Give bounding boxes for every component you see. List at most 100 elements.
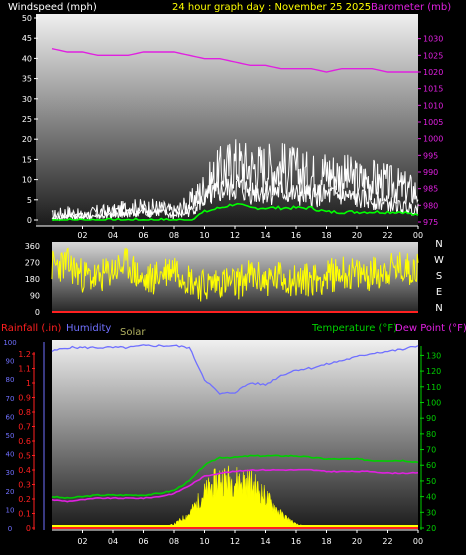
barometer-series <box>51 48 418 73</box>
rain-tick-label: 0.9 <box>18 394 31 403</box>
temp-tick-label: 100 <box>426 398 441 407</box>
gust-series <box>51 139 419 221</box>
x-tick-label: 08 <box>169 231 179 240</box>
rain-tick-label: 0.7 <box>18 423 31 432</box>
temperature-series <box>51 454 419 500</box>
wind-tick-label: 30 <box>22 95 32 104</box>
temp-tick-label: 70 <box>426 446 436 455</box>
chart-marks: 0510152025303540455097598098599099510001… <box>3 14 444 546</box>
temp-tick-label: 20 <box>426 524 436 533</box>
direction-tick-label: 270 <box>25 259 40 268</box>
wind-tick-label: 50 <box>22 14 32 23</box>
humidity-tick-label: 50 <box>6 432 15 440</box>
humidity-tick-label: 90 <box>6 358 15 366</box>
rain-tick-label: 1.2 <box>18 350 31 359</box>
barometer-tick-label: 975 <box>423 218 438 227</box>
rain-tick-label: 0.4 <box>18 466 31 475</box>
barometer-label: Barometer (mb) <box>371 2 451 13</box>
compass-label: W <box>434 255 444 266</box>
x-tick-label: 04 <box>108 231 118 240</box>
x-tick-label: 20 <box>352 231 362 240</box>
direction-panel <box>52 242 418 312</box>
wind-tick-label: 35 <box>22 75 32 84</box>
x-tick-label: 22 <box>382 231 392 240</box>
rainfall-label: Rainfall (.in) <box>1 323 62 334</box>
x-tick-label: 12 <box>230 537 240 546</box>
temp-tick-label: 120 <box>426 367 441 376</box>
rain-tick-label: 0.1 <box>18 510 31 519</box>
x-tick-label: 22 <box>382 537 392 546</box>
wind-tick-label: 25 <box>22 115 32 124</box>
compass-label: E <box>436 287 442 298</box>
x-tick-label: 06 <box>138 231 148 240</box>
x-tick-label: 12 <box>230 231 240 240</box>
wind-tick-label: 20 <box>22 135 32 144</box>
dewpoint-label: Dew Point (°F) <box>395 323 466 334</box>
wind-tick-label: 45 <box>22 34 32 43</box>
x-tick-label: 14 <box>260 231 270 240</box>
rain-tick-label: 0.2 <box>18 495 31 504</box>
direction-series <box>51 247 419 302</box>
humidity-tick-label: 10 <box>6 506 15 514</box>
x-tick-label: 18 <box>321 537 331 546</box>
barometer-tick-label: 1005 <box>423 118 443 127</box>
x-tick-label: 00 <box>413 537 423 546</box>
wind-tick-label: 15 <box>22 155 32 164</box>
x-tick-label: 20 <box>352 537 362 546</box>
x-tick-label: 02 <box>77 537 87 546</box>
temp-tick-label: 50 <box>426 477 436 486</box>
barometer-tick-label: 1000 <box>423 135 443 144</box>
x-tick-label: 16 <box>291 537 301 546</box>
barometer-tick-label: 1020 <box>423 68 443 77</box>
compass-label: N <box>435 303 442 314</box>
humidity-tick-label: 80 <box>6 376 15 384</box>
x-tick-label: 00 <box>413 231 423 240</box>
humidity-label: Humidity <box>66 323 111 334</box>
wind-tick-label: 40 <box>22 54 32 63</box>
compass-label: N <box>435 239 442 250</box>
barometer-tick-label: 1010 <box>423 101 443 110</box>
direction-tick-label: 0 <box>35 308 40 317</box>
barometer-tick-label: 1015 <box>423 85 443 94</box>
temp-tick-label: 80 <box>426 430 436 439</box>
humidity-tick-label: 20 <box>6 488 15 496</box>
temp-tick-label: 30 <box>426 508 436 517</box>
x-tick-label: 16 <box>291 231 301 240</box>
humidity-tick-label: 70 <box>6 395 15 403</box>
rain-tick-label: 1.1 <box>18 365 31 374</box>
solar-label: Solar <box>120 327 146 338</box>
x-tick-label: 02 <box>77 231 87 240</box>
x-tick-label: 18 <box>321 231 331 240</box>
wind-tick-label: 5 <box>27 196 32 205</box>
rain-tick-label: 1 <box>26 379 31 388</box>
rain-tick-label: 0 <box>26 524 31 533</box>
x-tick-label: 08 <box>169 537 179 546</box>
wind-avg-series <box>51 202 419 221</box>
humidity-tick-label: 30 <box>6 469 15 477</box>
x-tick-label: 10 <box>199 231 209 240</box>
temp-tick-label: 110 <box>426 383 441 392</box>
wind-series <box>51 174 419 222</box>
barometer-tick-label: 990 <box>423 168 438 177</box>
temp-tick-label: 130 <box>426 351 441 360</box>
compass-label: S <box>436 271 442 282</box>
direction-tick-label: 90 <box>30 292 40 301</box>
direction-tick-label: 360 <box>25 242 40 251</box>
direction-tick-label: 180 <box>25 275 40 284</box>
x-tick-label: 10 <box>199 537 209 546</box>
rain-tick-label: 0.3 <box>18 481 31 490</box>
barometer-tick-label: 995 <box>423 151 438 160</box>
x-tick-label: 14 <box>260 537 270 546</box>
x-tick-label: 04 <box>108 537 118 546</box>
temperature-label: Temperature (°F) <box>311 323 397 334</box>
humidity-tick-label: 0 <box>8 525 12 533</box>
temp-tick-label: 40 <box>426 493 436 502</box>
barometer-tick-label: 1025 <box>423 51 443 60</box>
barometer-tick-label: 985 <box>423 185 438 194</box>
wind-tick-label: 0 <box>27 216 32 225</box>
wind-tick-label: 10 <box>22 176 32 185</box>
rain-tick-label: 0.5 <box>18 452 31 461</box>
rain-tick-label: 0.8 <box>18 408 31 417</box>
barometer-tick-label: 1030 <box>423 35 443 44</box>
